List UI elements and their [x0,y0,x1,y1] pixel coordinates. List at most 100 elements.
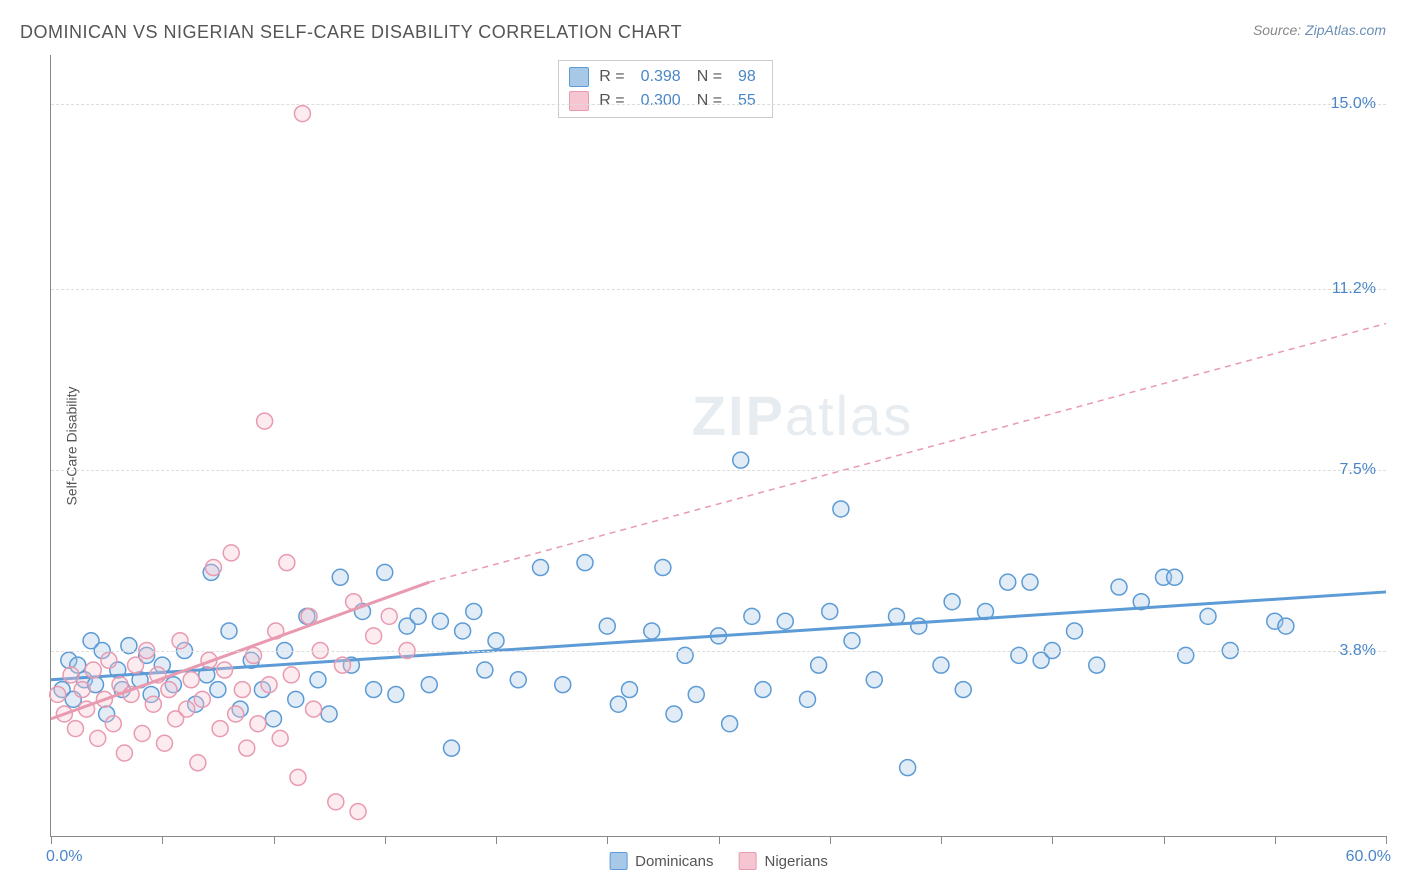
data-point [655,560,671,576]
legend-swatch [569,67,589,87]
data-point [889,608,905,624]
data-point [172,633,188,649]
data-point [610,696,626,712]
data-point [622,682,638,698]
data-point [85,662,101,678]
data-point [210,682,226,698]
legend-n-value: 55 [738,92,756,110]
data-point [179,701,195,717]
data-point [833,501,849,517]
data-point [212,721,228,737]
data-point [279,555,295,571]
data-point [205,560,221,576]
data-point [290,769,306,785]
legend-n-value: 98 [738,68,756,86]
source-attribution: Source: ZipAtlas.com [1253,22,1386,38]
x-tick [719,836,720,844]
data-point [101,652,117,668]
data-point [334,657,350,673]
legend-swatch [739,852,757,870]
legend-item: Nigerians [739,852,828,870]
chart-title: DOMINICAN VS NIGERIAN SELF-CARE DISABILI… [20,22,682,43]
data-point [688,686,704,702]
data-point [90,730,106,746]
gridline [51,651,1386,652]
data-point [1000,574,1016,590]
data-point [156,735,172,751]
data-point [377,564,393,580]
legend-series-name: Nigerians [765,853,828,870]
data-point [128,657,144,673]
data-point [777,613,793,629]
x-tick [607,836,608,844]
data-point [666,706,682,722]
data-point [381,608,397,624]
data-point [1089,657,1105,673]
data-point [116,745,132,761]
y-tick-label: 3.8% [1340,642,1376,660]
x-min-label: 0.0% [46,848,82,866]
data-point [432,613,448,629]
data-point [1022,574,1038,590]
data-point [1200,608,1216,624]
x-tick [162,836,163,844]
x-max-label: 60.0% [1346,848,1391,866]
data-point [266,711,282,727]
data-point [455,623,471,639]
data-point [310,672,326,688]
data-point [194,691,210,707]
x-tick [274,836,275,844]
data-point [328,794,344,810]
data-point [410,608,426,624]
data-point [866,672,882,688]
data-point [250,716,266,732]
data-point [217,662,233,678]
data-point [223,545,239,561]
data-point [257,413,273,429]
legend-stat-row: R = 0.300 N = 55 [569,89,762,113]
data-point [261,677,277,693]
data-point [183,672,199,688]
data-point [288,691,304,707]
gridline [51,104,1386,105]
x-tick [1164,836,1165,844]
data-point [388,686,404,702]
data-point [911,618,927,634]
data-point [555,677,571,693]
data-point [301,608,317,624]
data-point [644,623,660,639]
x-tick [830,836,831,844]
x-tick [1275,836,1276,844]
legend-stats: R = 0.398 N = 98 R = 0.300 N = 55 [558,60,773,118]
x-tick [941,836,942,844]
x-tick [385,836,386,844]
gridline [51,470,1386,471]
data-point [844,633,860,649]
data-point [321,706,337,722]
data-point [306,701,322,717]
x-tick [1386,836,1387,844]
source-link[interactable]: ZipAtlas.com [1305,22,1386,38]
data-point [599,618,615,634]
data-point [63,667,79,683]
data-point [510,672,526,688]
data-point [239,740,255,756]
data-point [67,721,83,737]
data-point [900,760,916,776]
legend-r-value: 0.300 [641,92,681,110]
data-point [933,657,949,673]
x-tick [51,836,52,844]
legend-r-value: 0.398 [641,68,681,86]
data-point [1067,623,1083,639]
data-point [145,696,161,712]
y-tick-label: 15.0% [1331,95,1376,113]
data-point [105,716,121,732]
data-point [755,682,771,698]
data-point [811,657,827,673]
trend-line [51,592,1386,680]
data-point [234,682,250,698]
chart-container: DOMINICAN VS NIGERIAN SELF-CARE DISABILI… [0,0,1406,892]
y-tick-label: 7.5% [1340,461,1376,479]
x-tick [496,836,497,844]
source-prefix: Source: [1253,22,1305,38]
